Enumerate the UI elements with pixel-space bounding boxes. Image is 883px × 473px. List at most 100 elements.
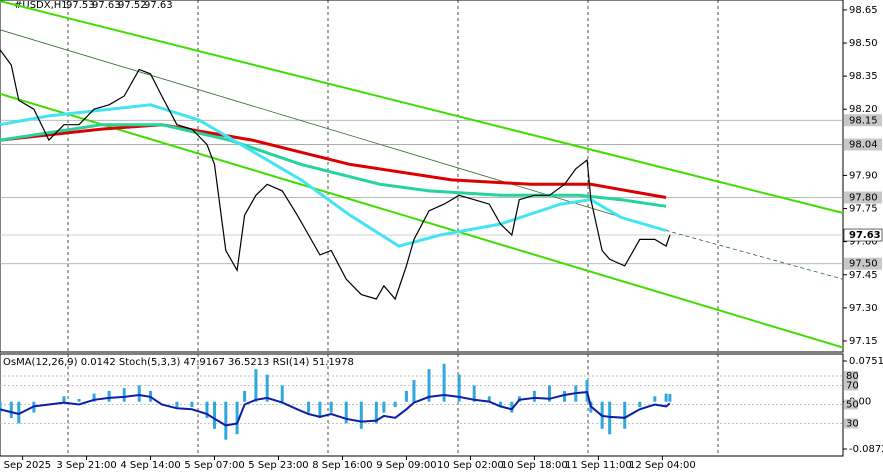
osma-tick-label: 0.00 <box>849 397 871 408</box>
x-tick-label: 5 Sep 23:00 <box>248 460 308 471</box>
price-line <box>0 49 671 301</box>
ohlc-value: 97.52 <box>118 0 147 11</box>
rsi-level-label: 70 <box>846 381 859 392</box>
rsi-level-box <box>844 418 858 429</box>
indicator-title: OsMA(12,26,9) 0.0142 Stoch(5,3,3) 47.916… <box>3 357 354 368</box>
ohlc-value: 97.63 <box>92 0 121 11</box>
header: #USDX,H1 <box>14 0 68 11</box>
x-tick-label: 3 Sep 21:00 <box>56 460 116 471</box>
osma-bar <box>623 401 627 429</box>
osma-bar <box>213 401 217 429</box>
osma-bar <box>374 401 378 424</box>
moving-average <box>0 123 667 208</box>
osma-bar <box>499 401 503 408</box>
osma-bar <box>307 401 311 413</box>
osma-bar <box>205 401 209 418</box>
osma-bar <box>243 390 247 402</box>
level-box <box>844 257 882 270</box>
osma-bar <box>265 374 269 402</box>
x-tick-label: 12 Sep 04:00 <box>629 460 696 471</box>
osma-bar <box>393 401 397 408</box>
osma-bar <box>77 399 81 402</box>
osma-bar <box>137 385 141 402</box>
trend-line <box>0 92 844 349</box>
rsi-line <box>0 391 671 427</box>
last-price-label: 97.63 <box>849 230 881 241</box>
osma-bar <box>175 401 179 408</box>
x-tick-label: 9 Sep 09:00 <box>376 460 436 471</box>
x-tick-label: 3 Sep 2025 <box>0 460 51 471</box>
y-tick-label: 97.45 <box>849 270 878 281</box>
osma-tick-label: -0.0872 <box>849 444 883 455</box>
osma-bar <box>190 401 194 408</box>
rsi-level-label: 80 <box>846 371 859 382</box>
osma-bar <box>9 401 13 418</box>
osma-bar <box>442 363 446 402</box>
osma-bar <box>547 385 551 402</box>
osma-bar <box>122 388 126 402</box>
y-tick-label: 97.30 <box>849 303 878 314</box>
trend-line <box>658 228 844 280</box>
osma-bar <box>329 401 333 413</box>
osma-bar <box>412 380 416 402</box>
y-tick-label: 98.20 <box>849 104 878 115</box>
x-tick-label: 5 Sep 07:00 <box>184 460 244 471</box>
osma-bar <box>92 393 96 402</box>
osma-bar <box>382 401 386 413</box>
moving-average <box>0 103 667 248</box>
osma-bar <box>318 401 322 418</box>
x-tick-label: 10 Sep 18:00 <box>501 460 568 471</box>
osma-bar <box>235 401 239 435</box>
level-label: 98.04 <box>849 140 878 151</box>
moving-average <box>0 123 667 199</box>
symbol: #USDX,H1 <box>14 0 68 11</box>
level-box <box>844 138 882 151</box>
rsi-level-box <box>844 380 858 391</box>
osma-bar <box>62 396 66 402</box>
level-box <box>844 191 882 204</box>
osma-bar <box>0 401 2 413</box>
y-tick-label: 98.65 <box>849 5 878 16</box>
osma-bar <box>510 401 514 413</box>
osma-bar <box>585 380 589 402</box>
last-price-box <box>843 228 883 242</box>
rsi-level-box <box>844 371 858 381</box>
osma-bar <box>472 385 476 402</box>
osma-bar <box>359 401 363 429</box>
osma-bar <box>653 396 657 402</box>
ohlc-value: 97.53 <box>66 0 95 11</box>
level-label: 98.15 <box>849 115 878 126</box>
level-label: 97.80 <box>849 193 878 204</box>
y-tick-label: 97.75 <box>849 204 878 215</box>
indicator-panel <box>0 353 844 457</box>
osma-bar <box>457 374 461 402</box>
osma-bar <box>664 393 668 402</box>
y-tick-label: 97.90 <box>849 170 878 181</box>
osma-bar <box>427 369 431 402</box>
osma-tick-label: 0.0751 <box>849 356 883 367</box>
osma-bar <box>532 390 536 402</box>
x-tick-label: 11 Sep 11:00 <box>565 460 632 471</box>
x-tick-label: 4 Sep 14:00 <box>120 460 180 471</box>
osma-bar <box>224 401 228 440</box>
level-label: 97.50 <box>849 259 878 270</box>
osma-bar <box>280 385 284 402</box>
rsi-level-box <box>844 399 858 410</box>
osma-bar <box>608 401 612 435</box>
y-tick-label: 98.35 <box>849 71 878 82</box>
osma-bar <box>668 394 672 402</box>
trend-line <box>0 0 844 214</box>
x-tick-label: 10 Sep 02:00 <box>437 460 504 471</box>
osma-bar <box>563 390 567 402</box>
osma-bar <box>254 369 258 402</box>
osma-bar <box>107 390 111 402</box>
y-tick-label: 97.15 <box>849 336 878 347</box>
osma-bar <box>17 401 21 424</box>
osma-bar <box>344 401 348 424</box>
ohlc-value: 97.63 <box>144 0 173 11</box>
x-tick-label: 8 Sep 16:00 <box>312 460 372 471</box>
osma-bar <box>404 390 408 402</box>
osma-bar <box>638 401 642 408</box>
level-box <box>844 114 882 127</box>
